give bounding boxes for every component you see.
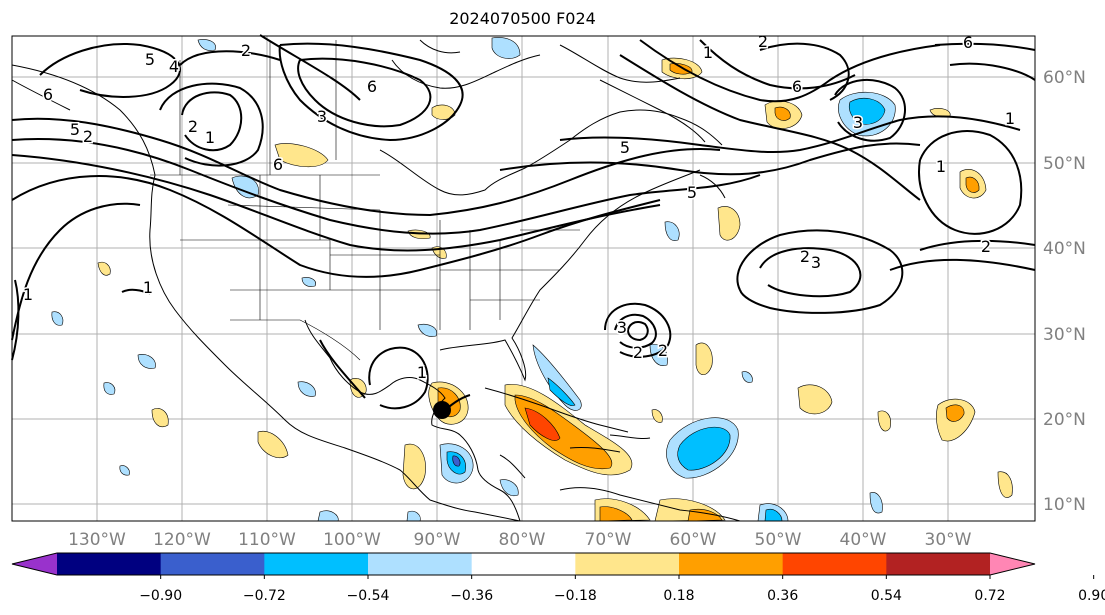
latitude-label: 10°N [1043,495,1086,515]
contour-label: 6 [273,155,283,174]
longitude-label: 110°W [238,530,296,550]
height-contours [11,34,1036,416]
longitude-labels: 130°W 120°W 110°W 100°W 90°W 80°W 70°W 60°W 50°W… [68,530,972,550]
colorbar-tick-label: −0.36 [450,588,493,604]
longitude-label: 30°W [925,530,972,550]
contour-label: 2 [188,117,198,136]
colorbar-tick-label: 0.90 [1078,588,1105,604]
contour-label: 2 [981,237,991,256]
contour-label: 1 [23,285,33,304]
contour-label: 3 [317,107,327,126]
contour-label: 1 [703,43,713,62]
contour-label: 3 [811,253,821,272]
colorbar-tick-label: −0.72 [243,588,286,604]
latitude-label: 40°N [1043,239,1086,259]
latitude-label: 50°N [1043,154,1086,174]
contour-label: 2 [658,341,668,360]
contour-label: 1 [1005,109,1015,128]
map-title: 2024070500 F024 [449,9,596,28]
contour-label: 2 [83,127,93,146]
contour-label: 2 [633,343,643,362]
colorbar-tick-label: 0.54 [871,588,902,604]
coastlines [11,39,741,522]
colorbar-segment [679,553,784,575]
longitude-label: 100°W [323,530,381,550]
contour-label: 6 [43,85,53,104]
contour-label: 6 [367,77,377,96]
contour-label: 1 [143,278,153,297]
contour-label: 5 [70,120,80,139]
longitude-label: 40°W [840,530,887,550]
colorbar-under-arrow [12,553,57,575]
colorbar-segment [368,553,473,575]
contour-label: 2 [241,41,251,60]
colorbar-segment [471,553,576,575]
colorbar-segment [264,553,369,575]
colorbar-segment [575,553,680,575]
contour-label: 3 [617,318,627,337]
contour-label: 6 [792,77,802,96]
colorbar-tick-labels: −0.90 −0.72 −0.54 −0.36 −0.18 0.18 0.36 0.54 0.7… [139,588,1105,604]
latitude-labels: 60°N 50°N 40°N 30°N 20°N 10°N [1043,68,1086,515]
latitude-label: 60°N [1043,68,1086,88]
colorbar-tick-label: −0.54 [347,588,390,604]
contour-label: 4 [169,57,179,76]
longitude-label: 80°W [499,530,546,550]
contour-label: 1 [205,128,215,147]
contour-label: 2 [758,32,768,51]
longitude-label: 60°W [670,530,717,550]
colorbar-tick-label: 0.18 [663,588,694,604]
colorbar-tick-label: −0.18 [554,588,597,604]
colorbar-segment [57,553,162,575]
colorbar-segment [782,553,887,575]
colorbar-tick-label: 0.72 [974,588,1005,604]
map-frame [11,35,1036,522]
longitude-label: 120°W [153,530,211,550]
colorbar-segment [886,553,991,575]
filled-anomaly-contours [51,37,1013,522]
contour-label: 5 [620,138,630,157]
contour-label: 6 [963,33,973,52]
contour-label: 1 [417,363,427,382]
contour-label: 1 [936,157,946,176]
contour-label: 5 [687,183,697,202]
latitude-label: 30°N [1043,325,1086,345]
political-borders [150,40,580,361]
longitude-label: 90°W [414,530,461,550]
contour-label: 2 [800,247,810,266]
colorbar-outline [11,552,1036,576]
colorbar-tick-label: −0.90 [139,588,182,604]
longitude-label: 70°W [585,530,632,550]
latitude-label: 20°N [1043,410,1086,430]
colorbar-tick-label: 0.36 [767,588,798,604]
colorbar-over-arrow [990,553,1035,575]
longitude-label: 130°W [68,530,126,550]
contour-label: 5 [145,50,155,69]
longitude-label: 50°W [755,530,802,550]
storm-center-marker [433,401,451,419]
colorbar [11,552,1095,579]
colorbar-segment [160,553,265,575]
contour-label: 3 [853,113,863,132]
